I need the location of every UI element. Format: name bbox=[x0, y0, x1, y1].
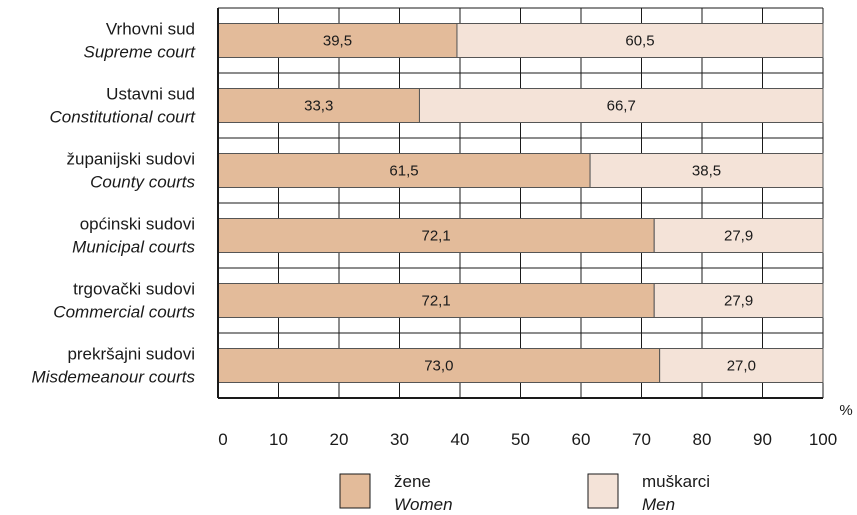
category-sublabel: Misdemeanour courts bbox=[32, 368, 196, 387]
data-label: 72,1 bbox=[422, 228, 451, 245]
data-label: 27,0 bbox=[727, 358, 756, 375]
grid bbox=[217, 7, 824, 399]
bar-men bbox=[418, 88, 824, 123]
legend-label: muškarci bbox=[642, 472, 710, 491]
data-label: 27,9 bbox=[724, 228, 753, 245]
category-label: županijski sudovi bbox=[66, 150, 195, 169]
data-label: 38,5 bbox=[692, 163, 721, 180]
bar-women bbox=[217, 283, 655, 318]
legend-sublabel: Men bbox=[642, 495, 675, 514]
category-label: prekršajni sudovi bbox=[67, 345, 195, 364]
category-sublabel: Supreme court bbox=[84, 43, 197, 62]
data-label: 72,1 bbox=[422, 293, 451, 310]
x-tick-label: 100 bbox=[809, 430, 837, 449]
bar-men bbox=[589, 153, 824, 188]
x-tick-label: 40 bbox=[451, 430, 470, 449]
category-sublabel: Constitutional court bbox=[49, 108, 196, 127]
x-tick-label: 0 bbox=[218, 430, 227, 449]
bars: 39,5 60,5 33,3 66,7 61,5 38,5 72,1 27,9 72,1 27,9… bbox=[217, 23, 824, 383]
x-unit-label: % bbox=[839, 402, 852, 419]
legend: žene Women muškarci Men bbox=[339, 472, 710, 514]
data-label: 27,9 bbox=[724, 293, 753, 310]
x-tick-label: 30 bbox=[390, 430, 409, 449]
x-axis: 0 10 20 30 40 50 60 70 80 90 100 bbox=[217, 8, 837, 449]
bar-women bbox=[217, 218, 655, 253]
x-tick-label: 10 bbox=[269, 430, 288, 449]
x-tick-label: 20 bbox=[330, 430, 349, 449]
legend-swatch-men bbox=[587, 473, 619, 509]
category-sublabel: Municipal courts bbox=[72, 238, 195, 257]
data-label: 33,3 bbox=[304, 98, 333, 115]
category-label: Vrhovni sud bbox=[106, 20, 195, 39]
x-tick-label: 50 bbox=[511, 430, 530, 449]
category-labels: Vrhovni sud Supreme court Ustavni sud Const… bbox=[32, 20, 197, 387]
data-label: 39,5 bbox=[323, 33, 352, 50]
category-sublabel: Commercial courts bbox=[53, 303, 195, 322]
data-label: 66,7 bbox=[607, 98, 636, 115]
x-tick-label: 80 bbox=[693, 430, 712, 449]
legend-swatch-women bbox=[339, 473, 371, 509]
legend-label: žene bbox=[394, 472, 431, 491]
bar-women bbox=[217, 88, 420, 123]
bar-men bbox=[659, 348, 824, 383]
legend-sublabel: Women bbox=[394, 495, 453, 514]
bar-men bbox=[653, 283, 824, 318]
data-label: 73,0 bbox=[424, 358, 453, 375]
category-sublabel: County courts bbox=[90, 173, 195, 192]
data-label: 60,5 bbox=[625, 33, 654, 50]
x-tick-label: 70 bbox=[632, 430, 651, 449]
category-label: trgovački sudovi bbox=[73, 280, 195, 299]
x-tick-label: 60 bbox=[572, 430, 591, 449]
bar-women bbox=[217, 23, 458, 58]
bar-men bbox=[653, 218, 824, 253]
x-tick-label: 90 bbox=[753, 430, 772, 449]
bar-men bbox=[456, 23, 824, 58]
data-label: 61,5 bbox=[389, 163, 418, 180]
category-label: Ustavni sud bbox=[106, 85, 195, 104]
bar-women bbox=[217, 153, 591, 188]
category-label: općinski sudovi bbox=[80, 215, 195, 234]
